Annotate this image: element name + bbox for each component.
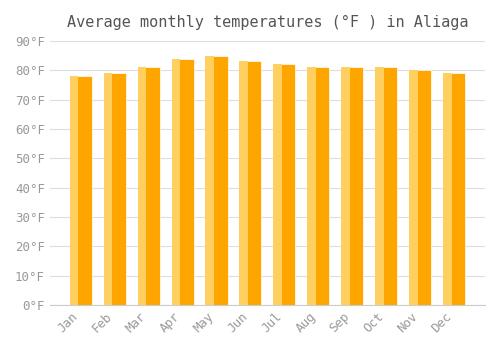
Bar: [375, 67, 398, 305]
Bar: [138, 67, 146, 305]
Bar: [240, 62, 262, 305]
Bar: [206, 56, 214, 305]
Bar: [443, 73, 465, 305]
Bar: [206, 56, 228, 305]
Bar: [240, 62, 248, 305]
Bar: [138, 67, 160, 305]
Bar: [274, 64, 282, 305]
Bar: [274, 64, 295, 305]
Bar: [70, 76, 78, 305]
Bar: [104, 73, 112, 305]
Bar: [375, 67, 384, 305]
Bar: [443, 73, 452, 305]
Bar: [308, 67, 316, 305]
Bar: [70, 76, 92, 305]
Bar: [104, 73, 126, 305]
Bar: [409, 70, 432, 305]
Bar: [172, 58, 180, 305]
Bar: [172, 58, 194, 305]
Bar: [308, 67, 330, 305]
Bar: [342, 67, 349, 305]
Title: Average monthly temperatures (°F ) in Aliaga: Average monthly temperatures (°F ) in Al…: [66, 15, 468, 30]
Bar: [409, 70, 418, 305]
Bar: [342, 67, 363, 305]
